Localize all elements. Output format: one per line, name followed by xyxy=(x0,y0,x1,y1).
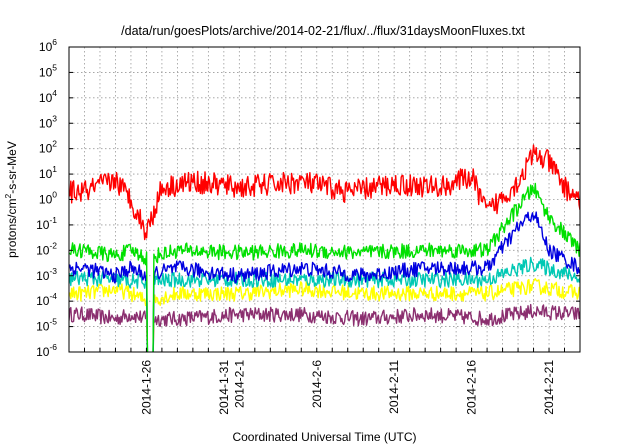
x-tick-label: 2014-2-6 xyxy=(310,360,324,408)
x-tick-label: 2014-2-1 xyxy=(232,360,246,408)
y-axis-label-rest: -s-sr-MeV xyxy=(5,141,19,194)
y-tick-label: 10-4 xyxy=(36,291,57,308)
chart-title: /data/run/goesPlots/archive/2014-02-21/f… xyxy=(121,24,525,38)
y-axis-label-sup: 2 xyxy=(3,194,13,199)
y-tick-label: 10-5 xyxy=(36,317,57,334)
x-axis-label: Coordinated Universal Time (UTC) xyxy=(232,430,416,444)
series-layer xyxy=(69,144,580,352)
y-tick-label: 10-3 xyxy=(36,266,57,283)
y-tick-label: 106 xyxy=(39,37,57,54)
y-tick-label: 105 xyxy=(39,62,57,79)
series-line xyxy=(69,303,580,352)
y-axis-label-main: protons/cm xyxy=(5,199,19,258)
y-tick-label: 10-1 xyxy=(36,215,57,232)
y-tick-label: 101 xyxy=(39,164,57,181)
x-tick-label: 2014-1-31 xyxy=(217,360,231,415)
x-tick-label: 2014-2-11 xyxy=(387,360,401,414)
svg-text:protons/cm2-s-sr-MeV: protons/cm2-s-sr-MeV xyxy=(3,141,19,258)
y-tick-label: 10-6 xyxy=(36,342,57,359)
series-line xyxy=(69,182,580,352)
y-tick-label: 10-2 xyxy=(36,240,57,257)
y-tick-label: 100 xyxy=(39,190,57,207)
y-tick-label: 102 xyxy=(39,139,57,156)
x-tick-label: 2014-1-26 xyxy=(139,360,153,415)
y-axis-label: protons/cm2-s-sr-MeV xyxy=(3,141,19,258)
series-line xyxy=(69,144,580,241)
x-tick-label: 2014-2-21 xyxy=(542,360,556,415)
y-tick-label: 104 xyxy=(39,88,57,105)
y-tick-label: 103 xyxy=(39,113,57,130)
x-tick-label: 2014-2-16 xyxy=(465,360,479,415)
axis-ticks: 10-6 10-5 10-4 10-3 10-2 10-1 100 101 102 103 104 1… xyxy=(36,37,580,415)
